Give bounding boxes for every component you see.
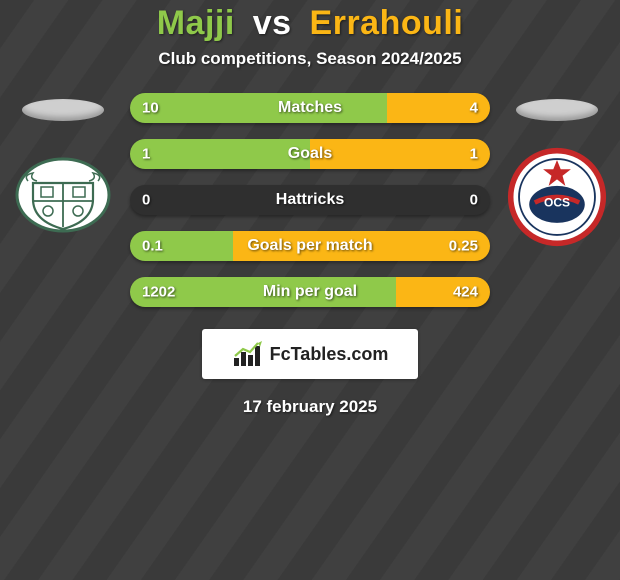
- stat-value-right: 424: [453, 284, 478, 301]
- bar-chart-icon: [232, 340, 266, 368]
- main-row: 10 4 Matches 1 1 Goals 0 0 Hattricks 0.1 0.25 Goals…: [0, 93, 620, 307]
- brand-logo-box: FcTables.com: [202, 329, 418, 379]
- stat-bar-left-segment: [130, 93, 387, 123]
- stat-value-right: 0.25: [449, 238, 478, 255]
- club-crest-left-icon: [13, 147, 113, 247]
- player1-name: Majji: [157, 4, 235, 42]
- club-badge-left: [13, 147, 113, 247]
- vs-text: vs: [253, 4, 292, 42]
- stat-bar-right-segment: [310, 139, 490, 169]
- stat-bar-left-segment: [130, 139, 310, 169]
- stat-value-left: 1202: [142, 284, 175, 301]
- club-crest-right-icon: OCS: [507, 143, 607, 251]
- stat-value-right: 0: [470, 192, 478, 209]
- stat-label: Hattricks: [276, 191, 344, 209]
- date-text: 17 february 2025: [0, 397, 620, 417]
- stat-value-left: 10: [142, 100, 159, 117]
- right-dash-shape: [516, 99, 598, 121]
- brand-text: FcTables.com: [270, 344, 389, 365]
- stat-value-left: 0: [142, 192, 150, 209]
- stat-label: Goals: [288, 145, 332, 163]
- left-side-column: [8, 93, 118, 247]
- stat-value-right: 4: [470, 100, 478, 117]
- left-dash-shape: [22, 99, 104, 121]
- stat-bar: 1202 424 Min per goal: [130, 277, 490, 307]
- club-badge-right: OCS: [507, 147, 607, 247]
- stat-value-left: 1: [142, 146, 150, 163]
- stat-label: Matches: [278, 99, 342, 117]
- stat-value-right: 1: [470, 146, 478, 163]
- stat-bar: 0.1 0.25 Goals per match: [130, 231, 490, 261]
- stat-bar: 10 4 Matches: [130, 93, 490, 123]
- stat-label: Goals per match: [247, 237, 372, 255]
- stat-bar: 1 1 Goals: [130, 139, 490, 169]
- subtitle: Club competitions, Season 2024/2025: [0, 49, 620, 69]
- svg-text:OCS: OCS: [544, 195, 570, 209]
- stat-value-left: 0.1: [142, 238, 163, 255]
- player2-name: Errahouli: [310, 4, 464, 42]
- stat-label: Min per goal: [263, 283, 357, 301]
- right-side-column: OCS: [502, 93, 612, 247]
- infographic-root: Majji vs Errahouli Club competitions, Se…: [0, 0, 620, 417]
- stat-bars-column: 10 4 Matches 1 1 Goals 0 0 Hattricks 0.1 0.25 Goals…: [130, 93, 490, 307]
- stat-bar: 0 0 Hattricks: [130, 185, 490, 215]
- comparison-title: Majji vs Errahouli: [0, 4, 620, 43]
